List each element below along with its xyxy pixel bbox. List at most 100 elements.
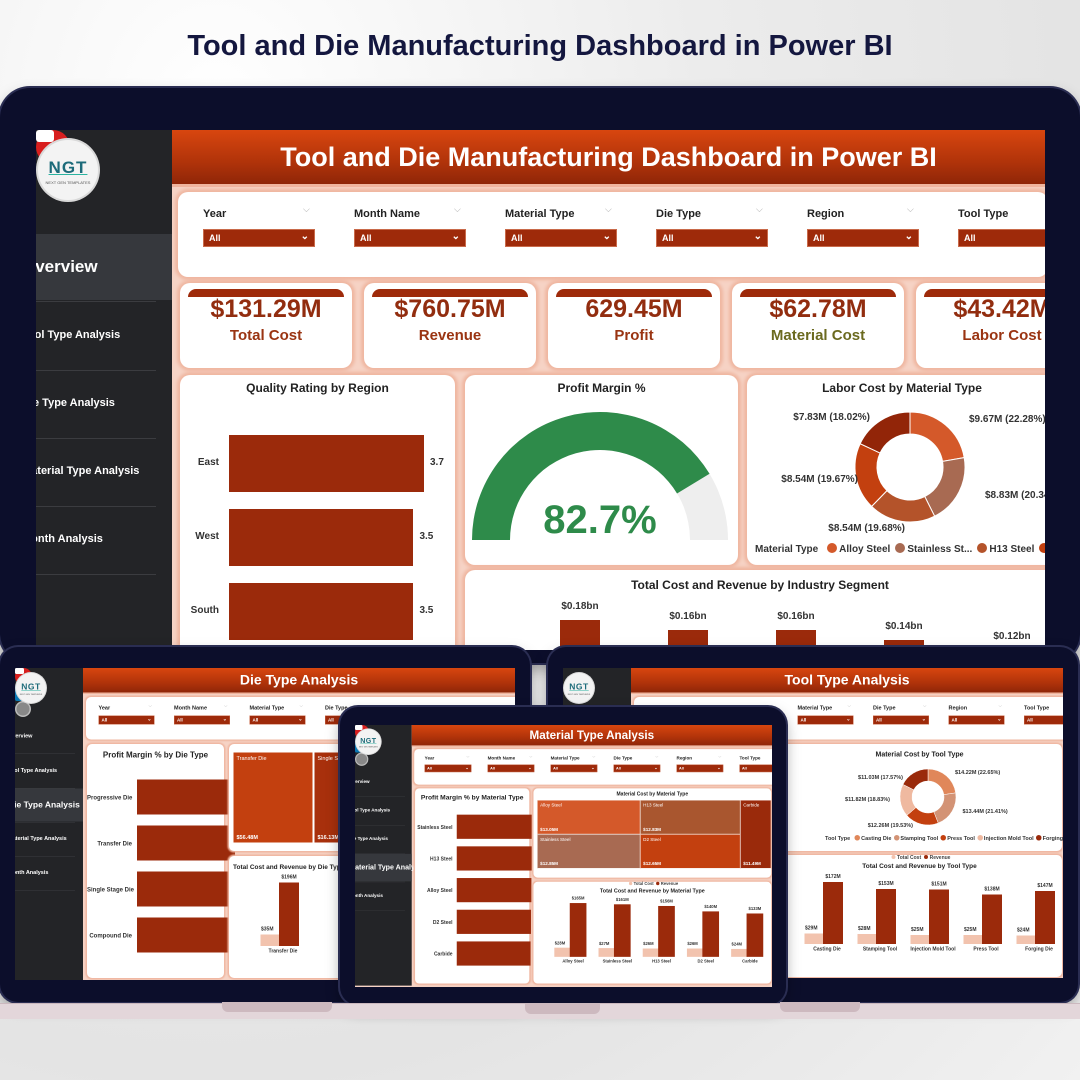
bar[interactable] [137,917,235,953]
filter-dropdown-year[interactable]: All ⌄ [98,715,155,725]
revenue-bar[interactable] [776,630,816,650]
filter-clear-chevron-icon[interactable]: ⌵ [148,703,152,708]
donut-slice[interactable] [933,792,957,824]
filter-clear-chevron-icon[interactable]: ⌵ [466,754,470,759]
cost-bar[interactable] [598,948,616,957]
bar[interactable] [137,871,235,907]
revenue-bar[interactable] [702,911,720,957]
cost-bar[interactable] [963,935,984,944]
bar[interactable] [229,508,414,566]
legend-item[interactable]: Forging Die [1042,835,1063,842]
nav-item-month-analysis[interactable]: Month Analysis [355,893,383,899]
logo[interactable]: NGT NEXT GEN TEMPLATES [564,673,594,703]
filter-dropdown-year[interactable]: All ⌄ [203,229,315,247]
bar[interactable] [229,582,414,640]
bar[interactable] [229,434,424,492]
nav-item-material-type-analysis[interactable]: Material Type Analysis [355,863,425,872]
bar[interactable] [456,941,531,966]
filter-dropdown-die-type[interactable]: All ⌄ [656,229,768,247]
filter-clear-chevron-icon[interactable]: ⌵ [605,204,612,214]
revenue-bar[interactable] [746,913,764,957]
filter-clear-chevron-icon[interactable]: ⌵ [756,204,763,214]
logo[interactable]: NGT NEXT GEN TEMPLATES [38,140,98,200]
donut-slice[interactable] [902,768,929,791]
filter-dropdown-material-type[interactable]: All ⌄ [249,715,306,725]
cost-bar[interactable] [804,933,825,944]
legend-item[interactable]: Press Tool [947,835,975,842]
bar[interactable] [456,909,532,934]
filter-dropdown-tool-type[interactable]: All⌄ [1024,715,1063,725]
treemap-tile[interactable]: Carbide $11.49M [740,800,772,869]
filter-clear-chevron-icon[interactable]: ⌵ [454,204,461,214]
filter-dropdown-tool-type[interactable]: All⌄ [958,229,1045,247]
cost-bar[interactable] [857,933,878,944]
filter-clear-chevron-icon[interactable]: ⌵ [303,204,310,214]
bar[interactable] [137,825,235,861]
filter-clear-chevron-icon[interactable]: ⌵ [375,703,379,708]
globe-icon[interactable] [355,752,369,766]
legend-item[interactable]: Revenue [660,881,679,887]
revenue-bar[interactable] [279,882,299,946]
cost-bar[interactable] [910,935,931,944]
nav-item-overview[interactable]: Overview [36,257,98,276]
treemap-tile[interactable]: Transfer Die $56.48M [233,752,313,843]
filter-dropdown-material-type[interactable]: All ⌄ [505,229,617,247]
nav-item-die-type-analysis[interactable]: Die Type Analysis [36,397,115,409]
filter-clear-chevron-icon[interactable]: ⌵ [847,703,851,708]
filter-dropdown-month-name[interactable]: All ⌄ [354,229,466,247]
filter-clear-chevron-icon[interactable]: ⌵ [655,754,659,759]
revenue-bar[interactable] [569,903,587,957]
filter-dropdown-month-name[interactable]: All ⌄ [174,715,230,725]
revenue-bar[interactable] [982,894,1002,944]
filter-clear-chevron-icon[interactable]: ⌵ [998,703,1002,708]
filter-dropdown-tool-type[interactable]: All⌄ [739,764,772,773]
legend-item[interactable]: Total Cost [633,881,654,887]
filter-clear-chevron-icon[interactable]: ⌵ [224,703,228,708]
nav-item-month-analysis[interactable]: Month Analysis [15,869,49,876]
nav-item-die-type-analysis[interactable]: Die Type Analysis [15,800,80,810]
filter-dropdown-region[interactable]: All ⌄ [676,764,724,773]
cost-bar[interactable] [1016,935,1037,944]
treemap-tile[interactable]: Stainless Steel $12.85M [537,834,641,869]
revenue-bar[interactable] [876,888,896,944]
cost-bar[interactable] [642,948,660,957]
filter-clear-chevron-icon[interactable]: ⌵ [592,754,596,759]
donut-slice[interactable] [927,768,956,795]
gauge-fill[interactable] [472,412,710,540]
filter-clear-chevron-icon[interactable]: ⌵ [529,754,533,759]
cost-bar[interactable] [686,948,704,957]
cost-bar[interactable] [260,934,281,946]
legend-item[interactable]: Alloy Steel [839,544,891,555]
filter-dropdown-region[interactable]: All ⌄ [807,229,919,247]
treemap-tile[interactable]: H13 Steel $12.83M [640,800,741,835]
revenue-bar[interactable] [929,889,949,944]
legend-item[interactable]: Revenue [929,855,951,861]
revenue-bar[interactable] [823,882,843,944]
legend-item[interactable]: Total Cost [897,855,922,861]
nav-item-overview[interactable]: Overview [355,779,370,785]
nav-item-month-analysis[interactable]: Month Analysis [36,533,103,545]
nav-item-die-type-analysis[interactable]: Die Type Analysis [355,836,388,842]
nav-item-tool-type-analysis[interactable]: Tool Type Analysis [15,767,58,774]
legend-item[interactable]: Stamping Tool [900,835,939,842]
filter-dropdown-region[interactable]: All ⌄ [948,715,1005,725]
nav-item-tool-type-analysis[interactable]: Tool Type Analysis [355,807,391,813]
revenue-bar[interactable] [658,906,675,957]
nav-item-overview[interactable]: Overview [15,733,33,739]
legend-item[interactable]: Injection Mold Tool [983,835,1034,842]
cost-bar[interactable] [554,947,572,957]
cost-bar[interactable] [731,949,748,957]
nav-item-material-type-analysis[interactable]: Material Type Analysis [15,835,67,842]
filter-dropdown-material-type[interactable]: All ⌄ [797,715,854,725]
donut-slice[interactable] [924,457,966,517]
globe-icon[interactable] [15,701,31,717]
revenue-bar[interactable] [560,620,600,650]
filter-clear-chevron-icon[interactable]: ⌵ [923,703,927,708]
nav-item-tool-type-analysis[interactable]: Tool Type Analysis [36,329,121,341]
treemap-tile[interactable]: Alloy Steel $13.05M [537,800,641,835]
filter-dropdown-month-name[interactable]: All ⌄ [487,764,535,773]
revenue-bar[interactable] [884,640,924,650]
nav-item-material-type-analysis[interactable]: Material Type Analysis [36,465,140,477]
bar[interactable] [456,814,532,839]
filter-clear-chevron-icon[interactable]: ⌵ [299,703,303,708]
